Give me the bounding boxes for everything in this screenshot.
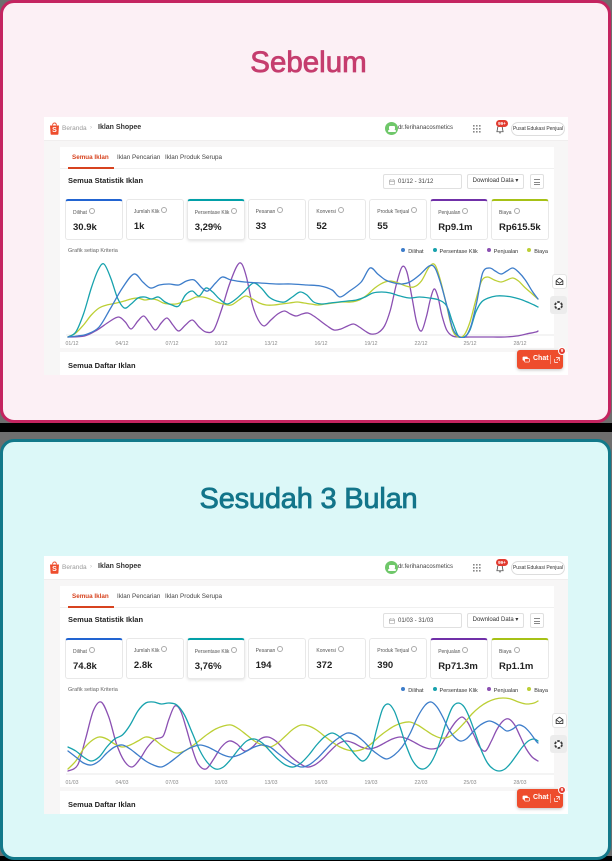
svg-text:S: S bbox=[52, 566, 57, 573]
svg-text:S: S bbox=[52, 127, 57, 134]
